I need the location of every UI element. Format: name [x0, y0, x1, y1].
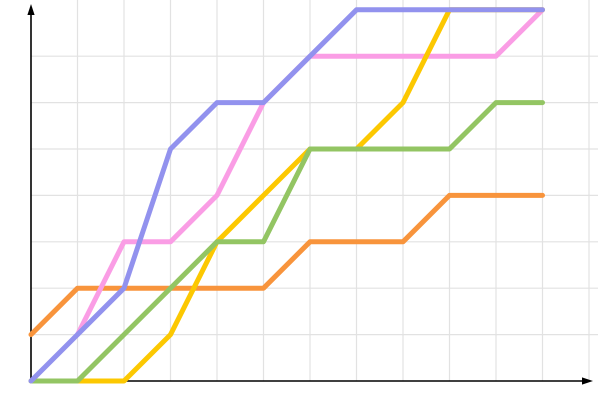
series-line-purple: [28, 7, 545, 384]
series-line-green: [28, 100, 545, 384]
y-axis-arrowhead-icon: [27, 4, 35, 15]
x-axis-arrowhead-icon: [582, 377, 593, 385]
series-line-orange: [28, 192, 545, 338]
series-line-pink: [75, 7, 545, 338]
